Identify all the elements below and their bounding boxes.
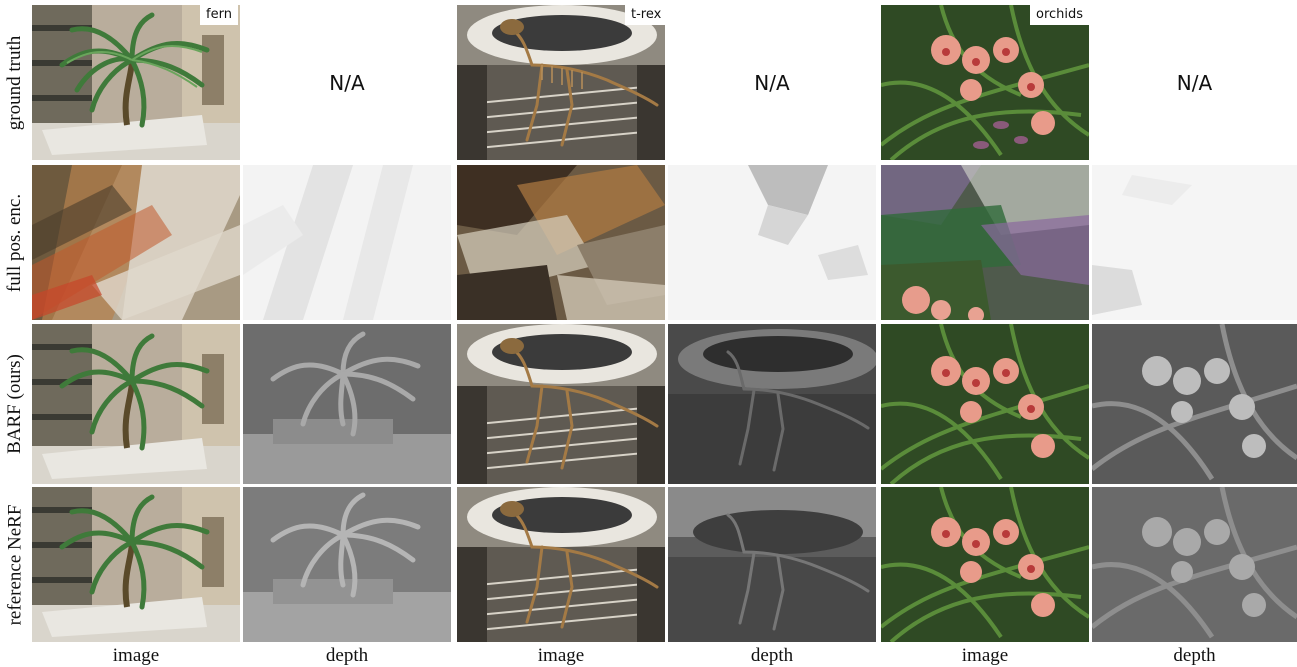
col-label-depth-3: depth [1173,645,1216,666]
row-label-full-pos-enc: full pos. enc. [4,193,25,292]
barf-orchids-image [881,324,1089,484]
ref-orchids-image [881,487,1089,642]
gt-orchids-image [881,5,1089,160]
row-label-ground-truth: ground truth [4,35,25,130]
barf-fern-depth [243,324,451,484]
barf-trex-depth [668,324,876,484]
ref-trex-image [457,487,665,642]
col-label-depth-2: depth [750,645,794,666]
col-label-image-2: image [537,645,585,666]
scene-tag-fern: fern [200,5,238,25]
fpe-orchids-depth [1092,165,1297,320]
gt-trex-image [457,5,665,160]
fpe-trex-depth [668,165,876,320]
ref-orchids-depth [1092,487,1297,642]
ref-fern-depth [243,487,451,642]
scene-tag-trex: t-rex [625,5,668,25]
gt-fern-depth-na: N/A [243,5,451,160]
fpe-fern-depth [243,165,451,320]
row-label-reference-nerf: reference NeRF [4,504,26,625]
gt-orchids-depth-na: N/A [1092,5,1297,160]
barf-orchids-depth [1092,324,1297,484]
barf-trex-image [457,324,665,484]
row-label-barf: BARF (ours) [4,354,26,454]
scene-tag-orchids: orchids [1030,5,1090,25]
fpe-orchids-image [881,165,1089,320]
col-label-image-3: image [961,645,1009,666]
barf-fern-image [32,324,240,484]
ref-fern-image [32,487,240,642]
col-label-image-1: image [112,645,160,666]
col-label-depth-1: depth [325,645,369,666]
gt-fern-image [32,5,240,160]
fpe-fern-image [32,165,240,320]
ref-trex-depth [668,487,876,642]
fpe-trex-image [457,165,665,320]
gt-trex-depth-na: N/A [668,5,876,160]
